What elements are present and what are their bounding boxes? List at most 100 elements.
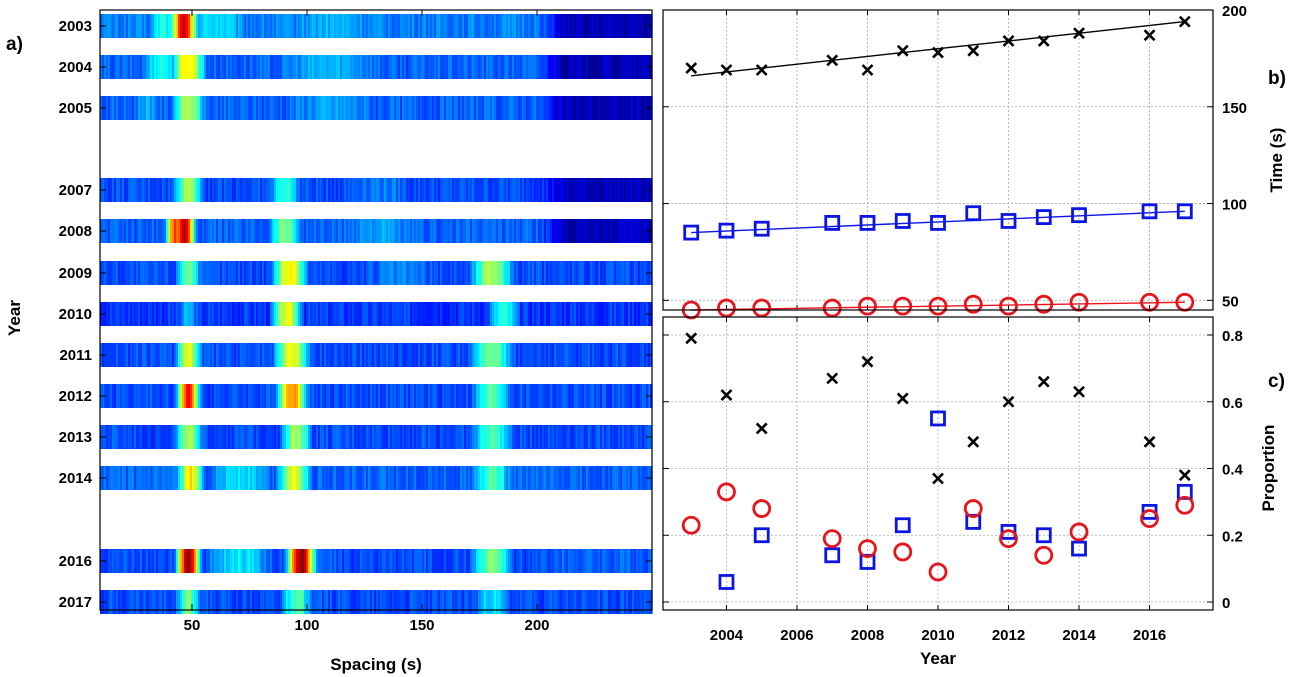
heatmap-cell (194, 549, 197, 573)
heatmap-cell (490, 343, 493, 367)
heatmap-cell (612, 343, 615, 367)
heatmap-cell (112, 178, 115, 202)
heatmap-cell (370, 96, 373, 120)
heatmap-cell (628, 466, 631, 490)
heatmap-cell (126, 466, 129, 490)
heatmap-cell (278, 384, 281, 408)
heatmap-cell (280, 549, 283, 573)
heatmap-cell (588, 384, 591, 408)
heatmap-cell (414, 384, 417, 408)
heatmap-cell (362, 14, 365, 38)
heatmap-cell (392, 302, 395, 326)
heatmap-cell (480, 466, 483, 490)
heatmap-cell (620, 219, 623, 243)
heatmap-cell (574, 466, 577, 490)
heatmap-cell (164, 96, 167, 120)
heatmap-y-tick-label: 2009 (59, 265, 92, 282)
heatmap-cell (404, 466, 407, 490)
heatmap-cell (118, 302, 121, 326)
heatmap-cell (338, 466, 341, 490)
heatmap-cell (488, 466, 491, 490)
heatmap-cell (554, 466, 557, 490)
heatmap-cell (272, 425, 275, 449)
heatmap-cell (360, 343, 363, 367)
heatmap-cell (518, 14, 521, 38)
heatmap-cell (400, 96, 403, 120)
heatmap-y-tick-label: 2011 (59, 347, 92, 364)
heatmap-cell (424, 302, 427, 326)
heatmap-cell (592, 384, 595, 408)
heatmap-cell (106, 384, 109, 408)
heatmap-cell (402, 219, 405, 243)
heatmap-cell (230, 466, 233, 490)
heatmap-cell (512, 384, 515, 408)
heatmap-cell (162, 55, 165, 79)
heatmap-cell (324, 178, 327, 202)
heatmap-cell (182, 219, 185, 243)
x-marker (755, 422, 768, 435)
heatmap-cell (192, 178, 195, 202)
heatmap-cell (112, 343, 115, 367)
heatmap-cell (484, 425, 487, 449)
heatmap-cell (260, 178, 263, 202)
heatmap-cell (600, 384, 603, 408)
heatmap-cell (114, 14, 117, 38)
heatmap-cell (478, 384, 481, 408)
heatmap-cell (274, 425, 277, 449)
heatmap-cell (518, 178, 521, 202)
heatmap-cell (532, 425, 535, 449)
heatmap-cell (604, 590, 607, 614)
heatmap-cell (462, 466, 465, 490)
heatmap-cell (428, 96, 431, 120)
heatmap-cell (496, 178, 499, 202)
heatmap-cell (448, 466, 451, 490)
heatmap-cell (526, 14, 529, 38)
heatmap-cell (192, 55, 195, 79)
heatmap-cell (566, 96, 569, 120)
heatmap-cell (302, 590, 305, 614)
heatmap-cell (510, 55, 513, 79)
heatmap-cell (532, 96, 535, 120)
heatmap-cell (116, 549, 119, 573)
heatmap-cell (550, 425, 553, 449)
heatmap-cell (396, 425, 399, 449)
heatmap-cell (312, 219, 315, 243)
heatmap-cell (506, 261, 509, 285)
heatmap-cell (336, 343, 339, 367)
heatmap-cell (590, 590, 593, 614)
heatmap-cell (422, 549, 425, 573)
heatmap-cell (542, 261, 545, 285)
heatmap-cell (260, 384, 263, 408)
x-marker (720, 389, 733, 401)
heatmap-cell (536, 261, 539, 285)
heatmap-cell (306, 261, 309, 285)
heatmap-cell (136, 96, 139, 120)
heatmap-cell (274, 466, 277, 490)
heatmap-cell (294, 96, 297, 120)
heatmap-cell (584, 590, 587, 614)
heatmap-cell (408, 261, 411, 285)
heatmap-cell (418, 590, 421, 614)
heatmap-cell (124, 96, 127, 120)
x-marker (1178, 469, 1191, 482)
heatmap-cell (338, 261, 341, 285)
heatmap-cell (352, 549, 355, 573)
heatmap-cell (562, 466, 565, 490)
heatmap-cell (120, 343, 123, 367)
heatmap-cell (192, 219, 195, 243)
heatmap-cell (528, 14, 531, 38)
heatmap-cell (576, 425, 579, 449)
heatmap-cell (154, 178, 157, 202)
heatmap-cell (270, 425, 273, 449)
heatmap-cell (246, 302, 249, 326)
heatmap-cell (188, 302, 191, 326)
heatmap-cell (550, 178, 553, 202)
heatmap-cell (456, 178, 459, 202)
heatmap-cell (368, 219, 371, 243)
heatmap-cell (482, 343, 485, 367)
heatmap-cell (144, 590, 147, 614)
heatmap-cell (456, 343, 459, 367)
heatmap-cell (256, 466, 259, 490)
heatmap-cell (548, 466, 551, 490)
heatmap-cell (316, 302, 319, 326)
